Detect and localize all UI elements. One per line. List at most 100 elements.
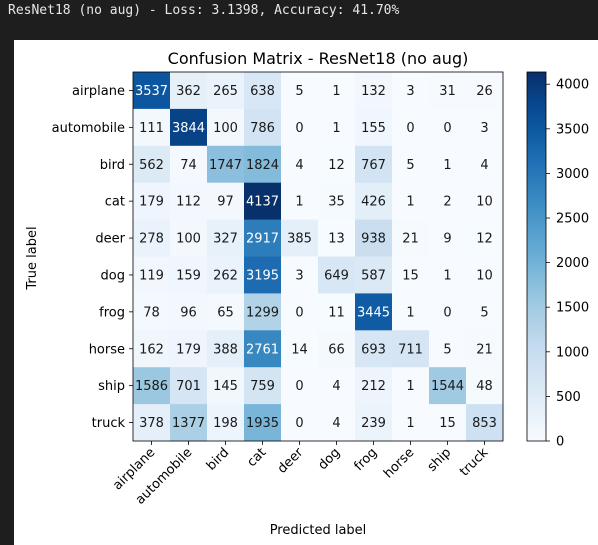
heatmap-cell bbox=[281, 72, 319, 110]
x-tick-label: dog bbox=[315, 445, 343, 473]
heatmap-cell bbox=[355, 293, 393, 331]
heatmap-cell bbox=[244, 330, 282, 368]
heatmap-cell bbox=[429, 330, 467, 368]
cell-value-label: 5 bbox=[406, 158, 414, 173]
heatmap-cell bbox=[429, 256, 467, 294]
heatmap-cell bbox=[318, 182, 356, 221]
heatmap-cell bbox=[207, 108, 245, 147]
cell-value-label: 1 bbox=[406, 379, 414, 394]
cell-value-label: 638 bbox=[250, 84, 275, 99]
colorbar-tick-label: 3000 bbox=[556, 167, 589, 182]
heatmap-cell bbox=[318, 256, 356, 294]
cell-value-label: 66 bbox=[328, 342, 345, 357]
cell-value-label: 5 bbox=[295, 84, 303, 99]
heatmap-cell bbox=[244, 72, 282, 110]
cell-value-label: 145 bbox=[213, 379, 238, 394]
cell-value-label: 179 bbox=[176, 342, 201, 357]
y-axis-ticks: airplane automobile bird cat deer dog frog hors… bbox=[52, 84, 133, 431]
heatmap-cell bbox=[207, 404, 245, 442]
heatmap-cell bbox=[355, 145, 393, 184]
heatmap-cell bbox=[244, 145, 282, 184]
cell-value-label: 159 bbox=[176, 268, 201, 283]
colorbar-tick-label: 500 bbox=[556, 390, 581, 405]
cell-value-label: 3844 bbox=[172, 121, 205, 136]
heatmap-cell bbox=[429, 293, 467, 331]
heatmap-cell bbox=[207, 145, 245, 184]
cell-value-label: 2 bbox=[443, 195, 451, 210]
heatmap-cell bbox=[355, 404, 393, 442]
heatmap-cell bbox=[466, 367, 504, 405]
cell-value-label: 786 bbox=[250, 121, 275, 136]
cell-value-label: 100 bbox=[176, 232, 201, 247]
cell-value-label: 15 bbox=[402, 268, 419, 283]
cell-value-label: 0 bbox=[295, 305, 303, 320]
cell-value-label: 1 bbox=[406, 416, 414, 431]
cell-value-label: 3537 bbox=[135, 84, 168, 99]
y-tick-label: cat bbox=[105, 195, 125, 210]
heatmap-cell bbox=[244, 367, 282, 405]
console-output-header: ResNet18 (no aug) - Loss: 3.1398, Accura… bbox=[0, 0, 598, 36]
heatmap-cell bbox=[133, 256, 171, 294]
heatmap-cell bbox=[392, 256, 430, 294]
cell-value-label: 4137 bbox=[246, 195, 279, 210]
heatmap-cell bbox=[429, 145, 467, 184]
cell-value-label: 1 bbox=[332, 121, 340, 136]
heatmap-cell bbox=[244, 219, 282, 257]
training-summary-text: ResNet18 (no aug) - Loss: 3.1398, Accura… bbox=[8, 3, 400, 18]
cell-value-label: 362 bbox=[176, 84, 201, 99]
heatmap-cell bbox=[429, 182, 467, 221]
x-tick-label: frog bbox=[351, 445, 380, 474]
cell-value-label: 5 bbox=[443, 342, 451, 357]
cell-value-label: 111 bbox=[139, 121, 164, 136]
colorbar-tick-label: 1000 bbox=[556, 345, 589, 360]
cell-value-label: 385 bbox=[287, 232, 312, 247]
cell-value-label: 853 bbox=[472, 416, 497, 431]
cell-value-label: 3445 bbox=[357, 305, 390, 320]
heatmap-cell bbox=[318, 219, 356, 257]
cell-value-label: 1 bbox=[443, 268, 451, 283]
cell-value-label: 1747 bbox=[209, 158, 242, 173]
cell-value-label: 562 bbox=[139, 158, 164, 173]
cell-value-label: 239 bbox=[361, 416, 386, 431]
heatmap-cell bbox=[281, 145, 319, 184]
colorbar-tick-label: 3500 bbox=[556, 122, 589, 137]
heatmap-cell bbox=[318, 72, 356, 110]
cell-value-label: 1 bbox=[406, 305, 414, 320]
heatmap-cell bbox=[392, 367, 430, 405]
heatmap-cell bbox=[281, 404, 319, 442]
heatmap-cell bbox=[355, 256, 393, 294]
cell-value-label: 4 bbox=[480, 158, 488, 173]
cell-value-label: 26 bbox=[476, 84, 493, 99]
y-tick-label: automobile bbox=[52, 121, 125, 136]
cell-value-label: 14 bbox=[291, 342, 308, 357]
x-tick-label: deer bbox=[275, 445, 307, 477]
cell-value-label: 0 bbox=[295, 121, 303, 136]
y-tick-label: airplane bbox=[72, 84, 125, 99]
heatmap-cell bbox=[318, 330, 356, 368]
heatmap-cell bbox=[170, 330, 208, 368]
y-axis-label: True label bbox=[25, 226, 40, 290]
cell-value-label: 31 bbox=[439, 84, 456, 99]
heatmap-cell bbox=[355, 330, 393, 368]
x-tick-label: horse bbox=[381, 445, 417, 481]
colorbar-tick-label: 4000 bbox=[556, 78, 589, 93]
cell-value-label: 1 bbox=[443, 158, 451, 173]
cell-value-label: 35 bbox=[328, 195, 345, 210]
heatmap-cell bbox=[207, 367, 245, 405]
cell-value-label: 179 bbox=[139, 195, 164, 210]
heatmap-cell bbox=[133, 404, 171, 442]
cell-value-label: 1586 bbox=[135, 379, 168, 394]
heatmap-cell bbox=[207, 219, 245, 257]
cell-value-label: 1824 bbox=[246, 158, 279, 173]
cell-value-label: 3 bbox=[295, 268, 303, 283]
cell-value-label: 12 bbox=[328, 158, 345, 173]
heatmap-cell bbox=[170, 182, 208, 221]
heatmap-cell bbox=[466, 256, 504, 294]
cell-value-label: 711 bbox=[398, 342, 423, 357]
cell-value-label: 587 bbox=[361, 268, 386, 283]
cell-value-label: 48 bbox=[476, 379, 493, 394]
heatmap-cell bbox=[170, 293, 208, 331]
heatmap-cell bbox=[133, 330, 171, 368]
